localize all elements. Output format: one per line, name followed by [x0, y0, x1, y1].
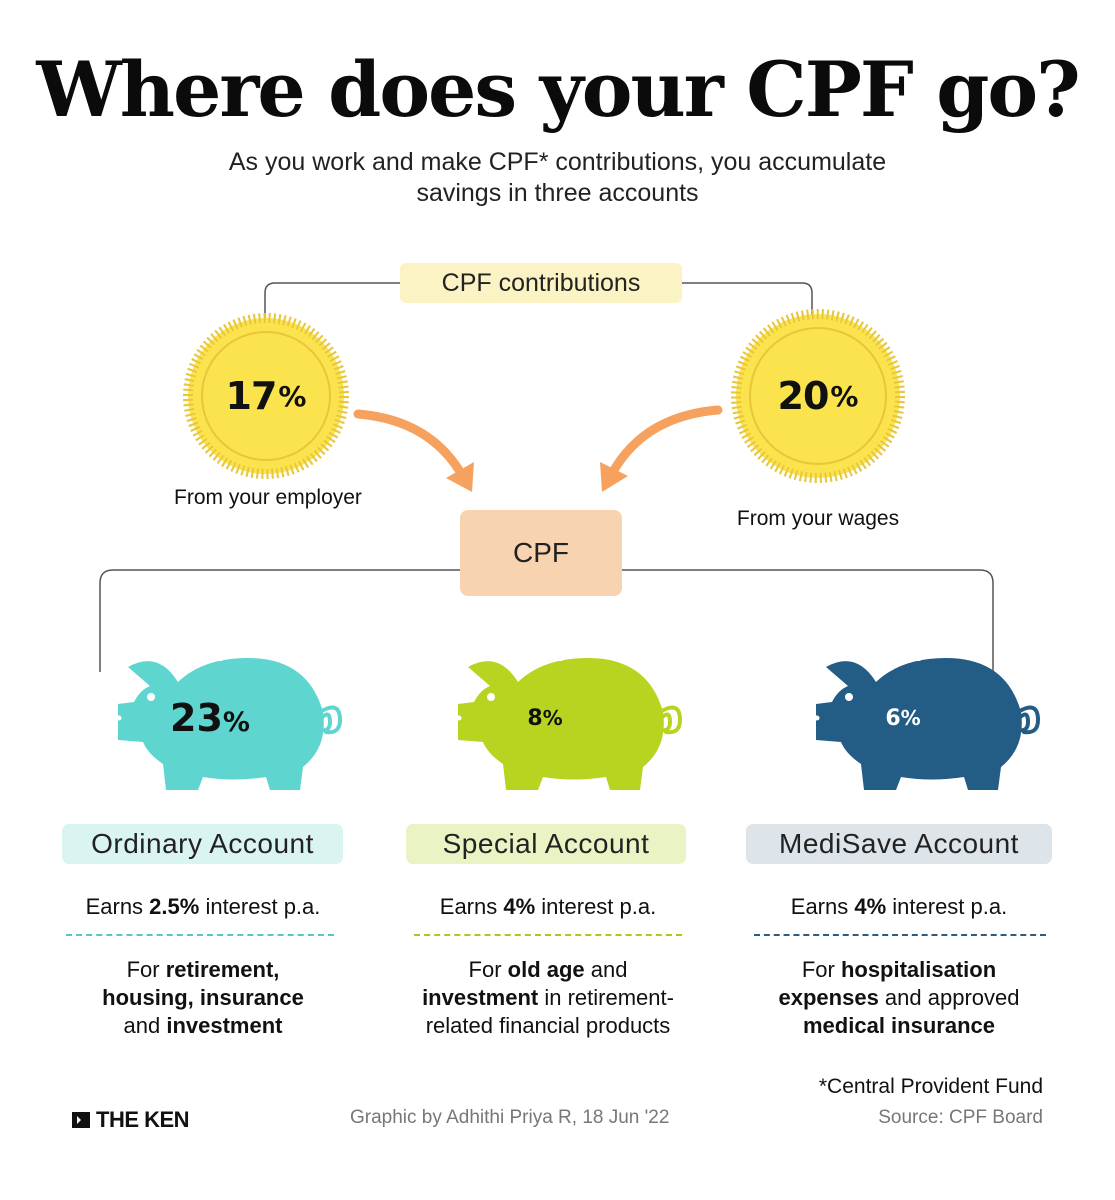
- ordinary-desc-3b: investment: [166, 1013, 283, 1038]
- medisave-earns-pre: Earns: [790, 894, 855, 919]
- ordinary-share: 23%: [150, 696, 270, 740]
- special-account-label: Special Account: [406, 824, 686, 864]
- wages-percent-unit: %: [830, 379, 859, 413]
- cpf-box: CPF: [460, 510, 622, 596]
- special-desc-1b: old age: [507, 957, 585, 982]
- special-desc-line-2: investment in retirement-: [386, 984, 710, 1012]
- special-share-unit: %: [542, 706, 563, 730]
- special-share-value: 8: [527, 706, 543, 731]
- medisave-earns-post: interest p.a.: [886, 894, 1008, 919]
- ordinary-desc-3a: and: [123, 1013, 167, 1038]
- ordinary-interest: Earns 2.5% interest p.a.: [40, 894, 366, 920]
- employer-percent-unit: %: [278, 379, 307, 413]
- medisave-account-label: MediSave Account: [746, 824, 1052, 864]
- medisave-share-unit: %: [900, 706, 921, 730]
- arrow-employer-icon: [353, 409, 474, 492]
- caption-wages: From your wages: [736, 507, 900, 530]
- piggy-bank-medisave-icon: [814, 655, 1041, 790]
- special-desc-line-3: related financial products: [386, 1012, 710, 1040]
- medisave-desc-1a: For: [801, 957, 841, 982]
- medisave-interest: Earns 4% interest p.a.: [736, 894, 1062, 920]
- medisave-share-value: 6: [885, 706, 901, 731]
- ordinary-desc-1b: retirement,: [165, 957, 280, 982]
- logo-text: THE KEN: [96, 1107, 190, 1132]
- coin-employer-value: 17%: [186, 316, 346, 476]
- piggy-bank-special-icon: [456, 655, 683, 790]
- subtitle-line-1: As you work and make CPF* contributions,…: [228, 148, 887, 176]
- piggy-bank-ordinary-icon: [116, 655, 343, 790]
- medisave-description: For hospitalisation expenses and approve…: [736, 956, 1062, 1040]
- ordinary-earns-post: interest p.a.: [199, 894, 321, 919]
- arrow-wages-icon: [600, 405, 723, 492]
- medisave-desc-2a: expenses: [778, 985, 879, 1010]
- special-earns-pre: Earns: [439, 894, 504, 919]
- ordinary-share-unit: %: [222, 707, 250, 738]
- subtitle: As you work and make CPF* contributions,…: [0, 147, 1115, 209]
- the-ken-logo-icon: [72, 1112, 90, 1128]
- caption-employer: From your employer: [174, 486, 362, 509]
- ordinary-desc-line-2: housing, insurance: [40, 984, 366, 1012]
- ordinary-desc-line-3: and investment: [40, 1012, 366, 1040]
- footnote: *Central Provident Fund: [818, 1075, 1043, 1098]
- special-earns-post: interest p.a.: [535, 894, 657, 919]
- medisave-desc-line-1: For hospitalisation: [736, 956, 1062, 984]
- medisave-share: 6%: [848, 706, 958, 731]
- contributions-label: CPF contributions: [400, 263, 682, 303]
- source: Source: CPF Board: [878, 1107, 1043, 1128]
- the-ken-logo: THE KEN: [70, 1107, 190, 1133]
- contributions-connector: [264, 282, 813, 320]
- medisave-desc-3: medical insurance: [803, 1013, 995, 1038]
- credit: Graphic by Adhithi Priya R, 18 Jun '22: [350, 1107, 670, 1128]
- special-divider: [414, 934, 682, 936]
- medisave-desc-line-2: expenses and approved: [736, 984, 1062, 1012]
- medisave-desc-line-3: medical insurance: [736, 1012, 1062, 1040]
- coin-wages-icon: [731, 309, 905, 483]
- special-desc-2b: in retirement-: [538, 985, 674, 1010]
- ordinary-desc-1a: For: [126, 957, 166, 982]
- special-desc-2a: investment: [422, 985, 539, 1010]
- ordinary-desc-line-1: For retirement,: [40, 956, 366, 984]
- special-description: For old age and investment in retirement…: [386, 956, 710, 1040]
- coin-wages-value: 20%: [738, 316, 898, 476]
- ordinary-description: For retirement, housing, insurance and i…: [40, 956, 366, 1040]
- special-desc-1a: For: [468, 957, 508, 982]
- medisave-rate: 4%: [854, 894, 887, 919]
- special-desc-line-1: For old age and: [386, 956, 710, 984]
- special-interest: Earns 4% interest p.a.: [386, 894, 710, 920]
- ordinary-desc-2: housing, insurance: [102, 985, 304, 1010]
- special-rate: 4%: [503, 894, 536, 919]
- accounts-connector: [99, 569, 994, 672]
- coin-employer-icon: [183, 313, 349, 479]
- medisave-divider: [754, 934, 1046, 936]
- medisave-desc-2b: and approved: [878, 985, 1020, 1010]
- ordinary-divider: [66, 934, 334, 936]
- subtitle-line-2: savings in three accounts: [416, 179, 699, 207]
- special-desc-1c: and: [584, 957, 628, 982]
- ordinary-earns-pre: Earns: [85, 894, 150, 919]
- medisave-desc-1b: hospitalisation: [840, 957, 997, 982]
- page-title: Where does your CPF go?: [36, 45, 1080, 134]
- special-desc-3: related financial products: [425, 1013, 671, 1038]
- employer-percent: 17: [225, 374, 278, 418]
- special-share: 8%: [490, 706, 600, 731]
- ordinary-rate: 2.5%: [149, 894, 200, 919]
- wages-percent: 20: [777, 374, 830, 418]
- ordinary-account-label: Ordinary Account: [62, 824, 343, 864]
- ordinary-share-value: 23: [170, 696, 223, 740]
